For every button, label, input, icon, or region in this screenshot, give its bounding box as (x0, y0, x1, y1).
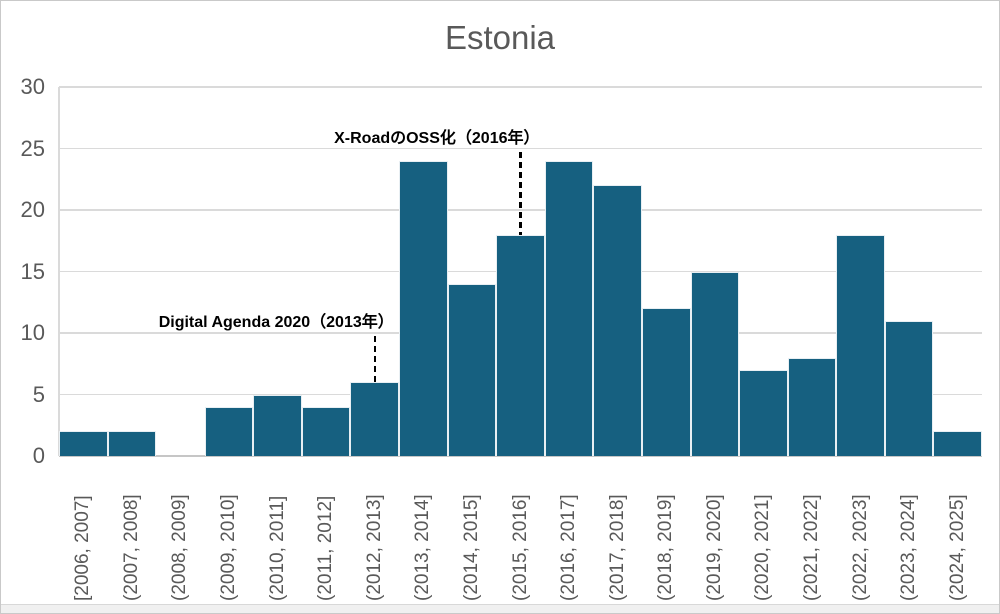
histogram-bar (836, 234, 885, 456)
x-axis-label: (2011, 2012] (315, 495, 337, 601)
x-axis-label: (2009, 2010] (218, 494, 240, 601)
x-axis-label: (2015, 2016] (509, 494, 531, 601)
y-axis-label: 15 (20, 258, 45, 284)
x-axis-label: (2018, 2019] (655, 494, 677, 601)
gridline (59, 86, 982, 88)
x-axis-label: (2013, 2014] (412, 494, 434, 601)
histogram-bar (593, 185, 642, 456)
histogram-bar (59, 431, 108, 456)
x-axis-label: (2016, 2017] (558, 494, 580, 601)
histogram-bar (447, 283, 497, 456)
annotation-dashed-line (373, 336, 376, 383)
histogram-bar (301, 406, 351, 456)
histogram-bar (350, 382, 400, 456)
gridline (59, 147, 982, 150)
histogram-bar (544, 160, 594, 456)
y-axis-label: 20 (20, 197, 45, 222)
y-axis-line (58, 87, 60, 456)
histogram-bar (739, 369, 788, 456)
x-axis-label: (2007, 2008] (120, 494, 142, 601)
x-axis-label: (2020, 2021] (752, 494, 774, 601)
annotation-dashed-line (519, 151, 522, 235)
x-axis-label: (2014, 2015] (460, 494, 482, 601)
x-axis-line (59, 455, 982, 457)
y-axis-label: 10 (20, 320, 45, 345)
histogram-bar (690, 271, 740, 456)
y-axis-label: 0 (32, 443, 45, 468)
annotation-label: X-RoadのOSS化（2016年） (334, 129, 540, 147)
histogram-bar (884, 320, 934, 456)
x-axis-label: (2012, 2013] (363, 494, 385, 601)
annotation-label: Digital Agenda 2020（2013年） (158, 314, 394, 331)
bottom-edge-strip (1, 604, 999, 613)
histogram-bar (641, 308, 691, 456)
x-axis-label: (2008, 2009] (169, 494, 191, 601)
histogram-bar (253, 394, 302, 456)
x-axis-label: (2024, 2025] (946, 494, 968, 601)
x-axis-label: (2017, 2018] (606, 494, 628, 601)
x-axis-label: (2023, 2024] (898, 494, 920, 601)
y-axis-label: 5 (32, 381, 45, 407)
x-axis-label: (2021, 2022] (800, 494, 822, 601)
chart-title: Estonia (444, 19, 556, 56)
y-axis-label: 25 (20, 135, 45, 161)
histogram-bar (787, 357, 837, 456)
x-axis-label: (2022, 2023] (849, 494, 871, 601)
x-axis-label: (2019, 2020] (703, 494, 725, 601)
histogram-bar (399, 160, 448, 456)
histogram-bar (933, 431, 982, 456)
x-axis-label: [2006, 2007] (72, 495, 94, 601)
histogram-bar (204, 406, 254, 456)
x-axis-label: (2010, 2011] (266, 495, 288, 601)
histogram-bar (107, 431, 157, 456)
histogram-bar (496, 234, 545, 456)
y-axis-label: 30 (20, 74, 45, 99)
